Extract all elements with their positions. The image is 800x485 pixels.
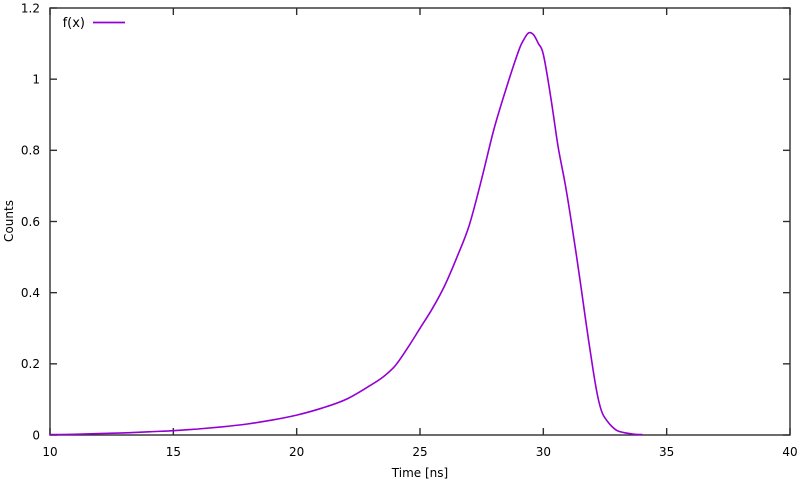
tick-label: 0.2 bbox=[21, 357, 40, 371]
tick-label: 20 bbox=[289, 445, 304, 459]
tick-label: 0.4 bbox=[21, 286, 40, 300]
tick-label: 0.6 bbox=[21, 215, 40, 229]
tick-label: 1.2 bbox=[21, 1, 40, 15]
tick-label: 0.8 bbox=[21, 144, 40, 158]
tick-label: 40 bbox=[782, 445, 797, 459]
axis-tick-labels: 10 15 20 25 30 35 40 0 0.2 0.4 0.6 0.8 1 1.2 bbox=[21, 1, 798, 459]
tick-label: 25 bbox=[412, 445, 427, 459]
tick-label: 0 bbox=[32, 428, 40, 442]
tick-label: 30 bbox=[536, 445, 551, 459]
tick-label: 15 bbox=[166, 445, 181, 459]
tick-label: 35 bbox=[659, 445, 674, 459]
axis-ticks bbox=[49, 7, 791, 436]
fx-curve bbox=[49, 31, 643, 436]
x-axis-title: Time [ns] bbox=[391, 466, 448, 480]
legend: f(x) bbox=[63, 16, 125, 31]
plot-border bbox=[49, 7, 791, 436]
tick-label: 10 bbox=[42, 445, 57, 459]
legend-label: f(x) bbox=[63, 16, 85, 31]
tick-label: 1 bbox=[32, 73, 40, 87]
y-axis-title: Counts bbox=[2, 200, 16, 242]
